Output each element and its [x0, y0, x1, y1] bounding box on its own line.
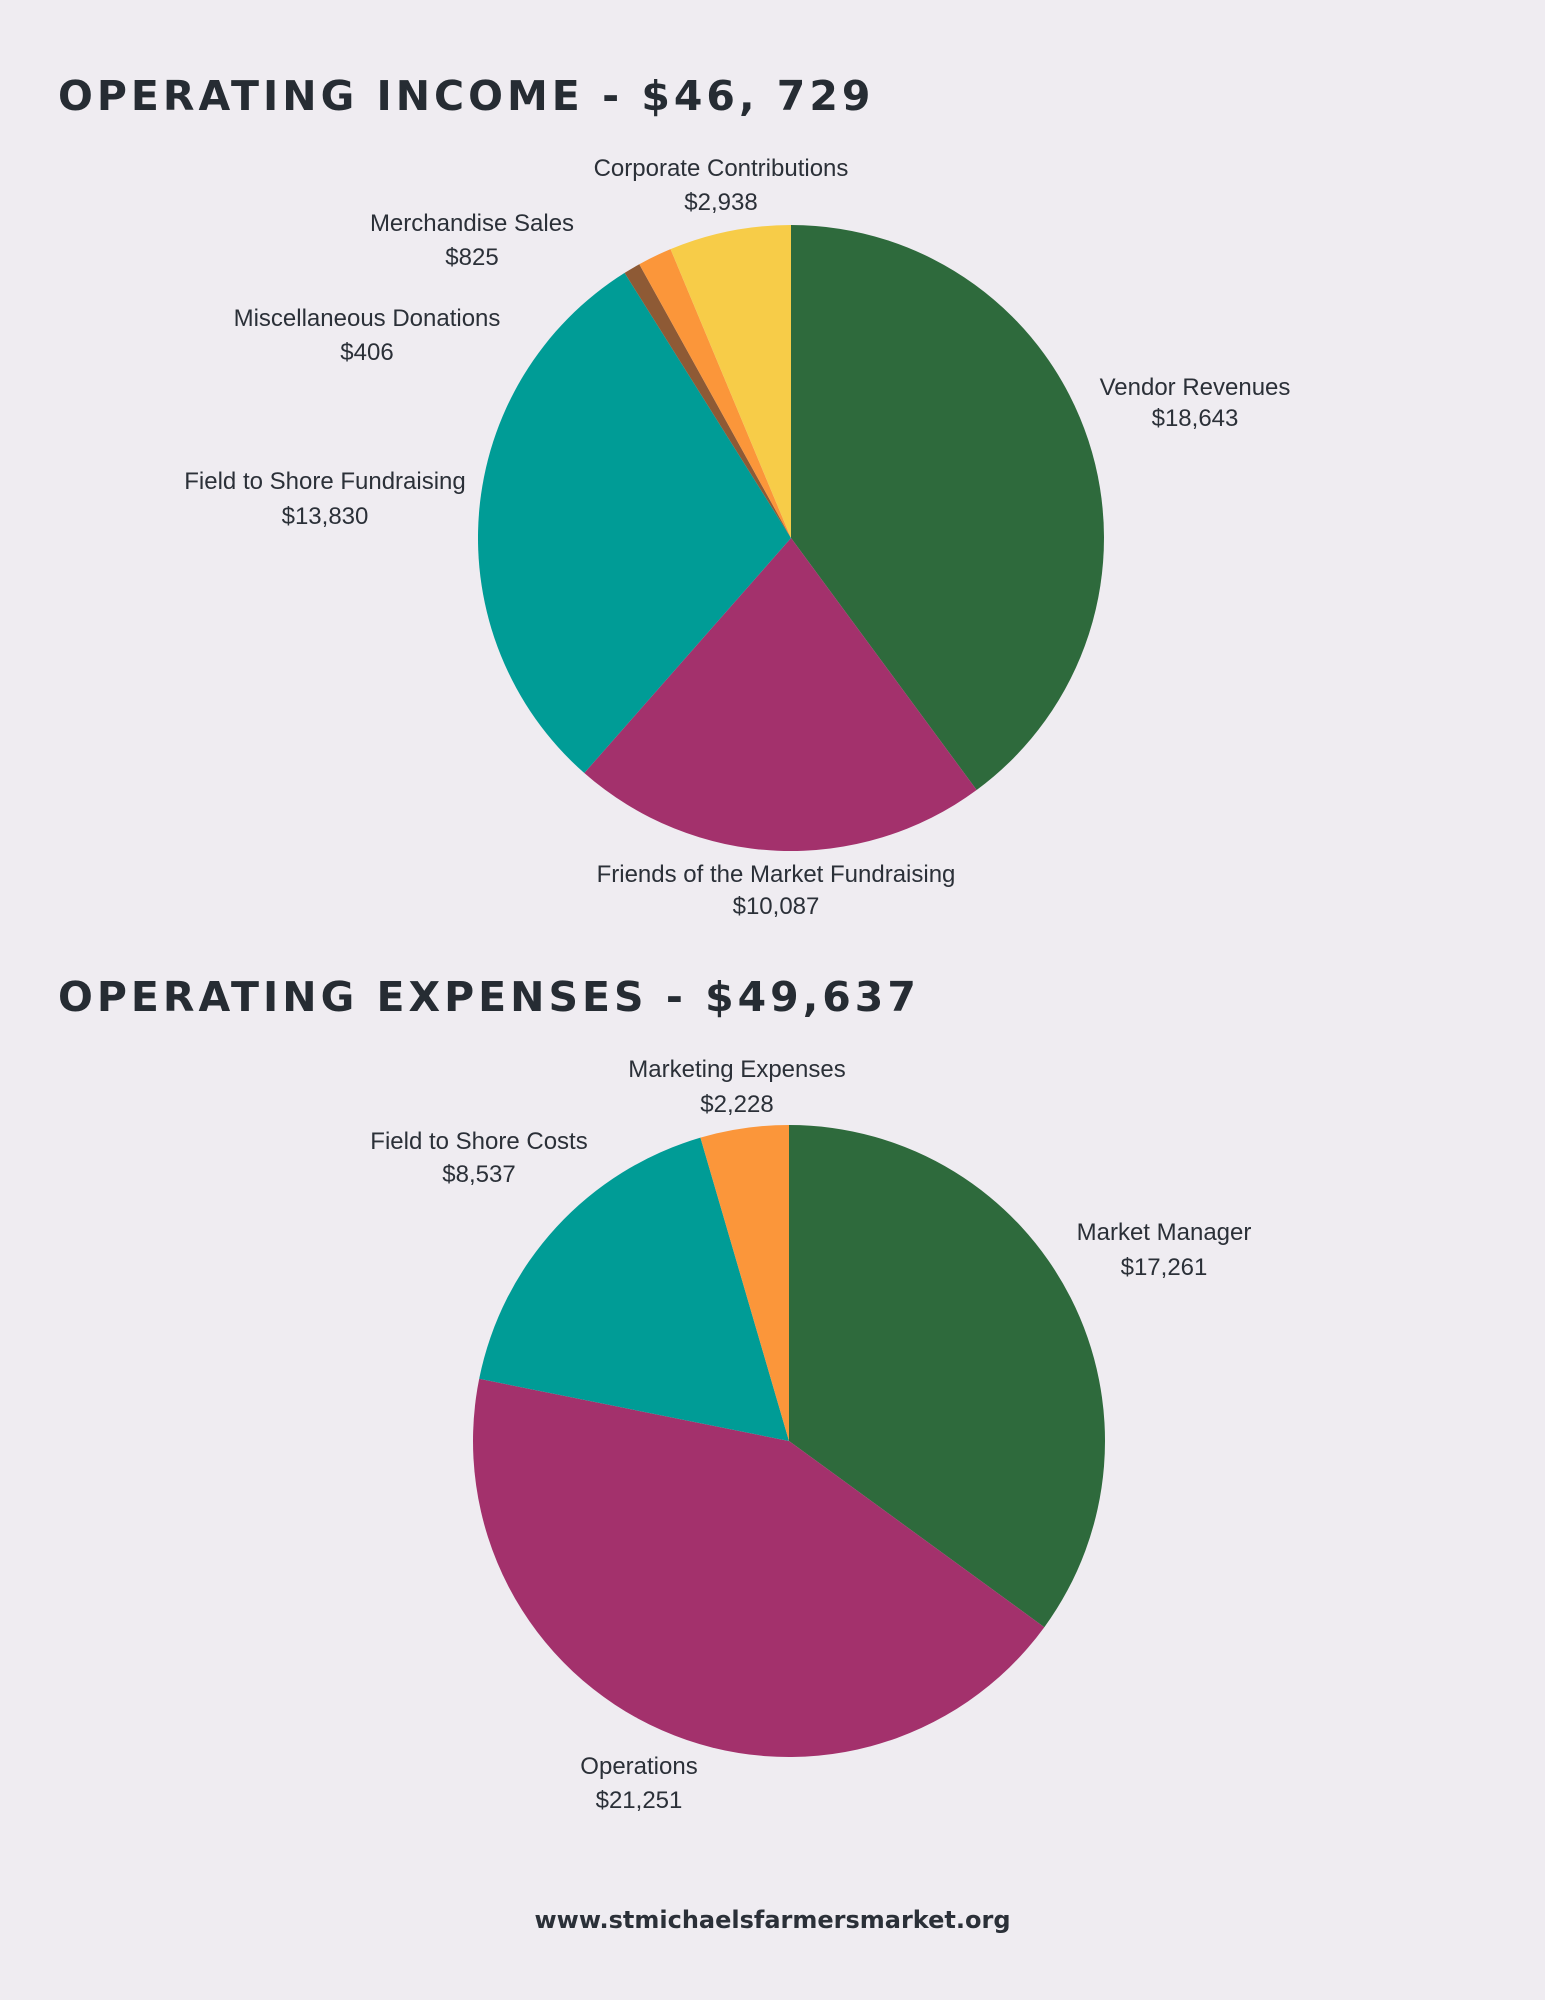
slice-label-friends-of-the-market-fundraising: Friends of the Market Fundraising — [597, 861, 956, 888]
slice-value-field-to-shore-fundraising: $13,830 — [282, 503, 369, 530]
income-chart-title: OPERATING INCOME - $46, 729 — [58, 72, 875, 120]
pie-slice-market-manager — [789, 1125, 1106, 1628]
pie-slice-vendor-revenues — [791, 225, 1104, 791]
pie-slice-marketing-expenses — [700, 1125, 789, 1441]
slice-value-merchandise-sales: $825 — [445, 244, 498, 271]
slice-label-miscellaneous-donations: Miscellaneous Donations — [234, 305, 501, 332]
slice-label-operations: Operations — [580, 1753, 697, 1780]
slice-label-field-to-shore-costs: Field to Shore Costs — [370, 1128, 587, 1155]
slice-label-corporate-contributions: Corporate Contributions — [594, 155, 849, 182]
slice-label-merchandise-sales: Merchandise Sales — [370, 210, 574, 237]
slice-label-marketing-expenses: Marketing Expenses — [628, 1056, 845, 1083]
pie-slice-miscellaneous-donations — [624, 264, 791, 538]
pie-slice-field-to-shore-costs — [479, 1137, 789, 1441]
expenses-chart-title: OPERATING EXPENSES - $49,637 — [58, 973, 920, 1021]
pie-slice-friends-of-the-market-fundraising — [584, 538, 977, 852]
slice-value-field-to-shore-costs: $8,537 — [442, 1161, 515, 1188]
slice-value-operations: $21,251 — [596, 1787, 683, 1814]
slice-label-market-manager: Market Manager — [1077, 1219, 1252, 1246]
slice-label-vendor-revenues: Vendor Revenues — [1100, 374, 1291, 401]
slice-value-miscellaneous-donations: $406 — [340, 339, 393, 366]
income-pie-chart: Vendor Revenues $18,643 Friends of the Mar… — [184, 155, 1291, 920]
pie-slice-field-to-shore-fundraising — [477, 272, 791, 774]
pie-slice-operations — [473, 1378, 1045, 1758]
footer-website-link[interactable]: www.stmichaelsfarmersmarket.org — [534, 1906, 1011, 1934]
slice-value-friends-of-the-market-fundraising: $10,087 — [733, 893, 820, 920]
slice-label-field-to-shore-fundraising: Field to Shore Fundraising — [184, 468, 465, 495]
slice-value-market-manager: $17,261 — [1121, 1254, 1208, 1281]
slice-value-vendor-revenues: $18,643 — [1152, 405, 1239, 432]
slice-value-marketing-expenses: $2,228 — [700, 1091, 773, 1118]
pie-slice-merchandise-sales — [639, 249, 791, 539]
pie-slice-corporate-contributions — [670, 225, 791, 538]
slice-value-corporate-contributions: $2,938 — [684, 189, 757, 216]
expenses-pie-chart: Market Manager $17,261 Operations $21,251 Fi… — [370, 1056, 1252, 1814]
